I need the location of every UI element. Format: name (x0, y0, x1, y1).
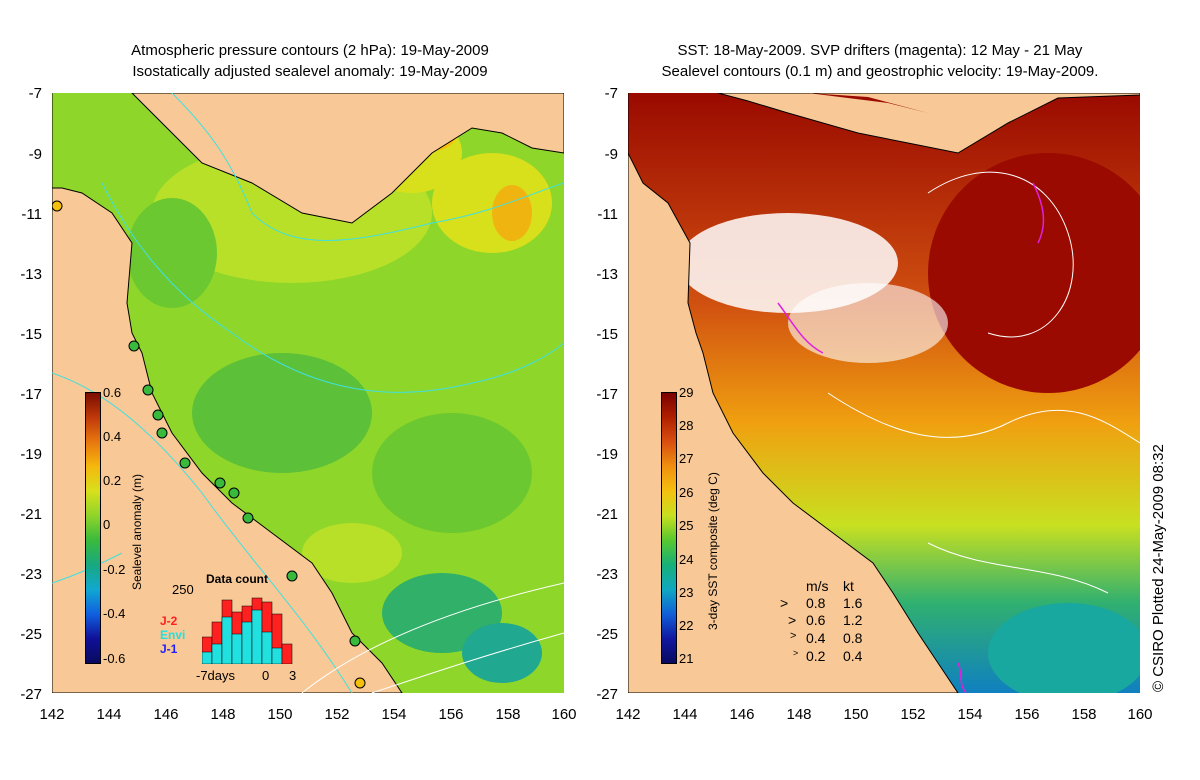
colorbar-tick: 23 (679, 585, 694, 600)
velocity-kt: 0.4 (843, 648, 863, 664)
x-tick: 154 (381, 706, 407, 723)
velocity-ms: 0.6 (806, 612, 826, 628)
velocity-ms: 0.2 (806, 648, 826, 664)
x-tick: 160 (1127, 706, 1153, 723)
y-tick: -11 (21, 206, 42, 223)
velocity-arrow-icon: > (788, 612, 797, 628)
right-title-line1: SST: 18-May-2009. SVP drifters (magenta)… (677, 42, 1083, 59)
sst-colorbar (661, 392, 677, 664)
y-tick: -7 (28, 85, 42, 102)
velocity-kt: 1.6 (843, 595, 863, 611)
x-tick: 148 (786, 706, 812, 723)
colorbar-tick: 0.2 (103, 473, 122, 488)
colorbar-tick: 22 (679, 618, 694, 633)
y-tick: -27 (20, 686, 42, 703)
velocity-arrow-icon: > (780, 595, 789, 611)
y-tick: -7 (604, 85, 618, 102)
y-tick: -21 (596, 506, 618, 523)
y-tick: -15 (596, 326, 618, 343)
y-tick: -11 (597, 206, 618, 223)
colorbar-tick: 0.6 (103, 385, 122, 400)
y-tick: -19 (20, 446, 42, 463)
x-tick: 156 (1014, 706, 1040, 723)
series-j2-label: J-2 (160, 614, 178, 628)
x-tick: 152 (324, 706, 350, 723)
x-tick: 144 (96, 706, 122, 723)
colorbar-tick: 28 (679, 418, 694, 433)
sst-map (628, 93, 1140, 693)
y-tick: -9 (604, 146, 618, 163)
y-tick: -13 (596, 266, 618, 283)
colorbar-label: 3-day SST composite (deg C) (706, 472, 720, 630)
right-title-line2: Sealevel contours (0.1 m) and geostrophi… (661, 63, 1099, 80)
x-tick: 144 (672, 706, 698, 723)
x-tick: 142 (615, 706, 641, 723)
y-tick: -21 (20, 506, 42, 523)
x-tick: 158 (1071, 706, 1097, 723)
y-tick: -25 (20, 626, 42, 643)
x-tick: 156 (438, 706, 464, 723)
velocity-arrow-icon: > (793, 648, 799, 658)
colorbar-tick: 27 (679, 451, 694, 466)
y-tick: -9 (28, 146, 42, 163)
colorbar-tick: 25 (679, 518, 694, 533)
sealevel-colorbar (85, 392, 101, 664)
y-tick: -15 (20, 326, 42, 343)
right-map-title: SST: 18-May-2009. SVP drifters (magenta)… (600, 40, 1160, 82)
x-tick: 160 (551, 706, 577, 723)
velocity-kt: 1.2 (843, 612, 863, 628)
left-map-title: Atmospheric pressure contours (2 hPa): 1… (50, 40, 570, 82)
x-tick: 158 (495, 706, 521, 723)
y-tick: -23 (596, 566, 618, 583)
colorbar-tick: 29 (679, 385, 694, 400)
velocity-ms: 0.8 (806, 595, 826, 611)
y-tick: -23 (20, 566, 42, 583)
colorbar-label: Sealevel anomaly (m) (130, 473, 144, 590)
colorbar-tick: 0.4 (103, 429, 122, 444)
velocity-kt: 0.8 (843, 630, 863, 646)
y-tick: -13 (20, 266, 42, 283)
x-tick: 150 (843, 706, 869, 723)
x-tick: 152 (900, 706, 926, 723)
credit-text: © CSIRO Plotted 24-May-2009 08:32 (1150, 444, 1167, 692)
left-title-line2: Isostatically adjusted sealevel anomaly:… (132, 63, 488, 80)
x-tick: 146 (729, 706, 755, 723)
y-tick: -27 (596, 686, 618, 703)
y-tick: -19 (596, 446, 618, 463)
data-count-bars (202, 597, 293, 664)
colorbar-tick: -0.4 (103, 606, 126, 621)
velocity-unit-kt: kt (843, 578, 854, 594)
velocity-arrow-icon: > (790, 630, 797, 642)
velocity-unit-ms: m/s (806, 578, 829, 594)
colorbar-tick: -0.2 (103, 562, 126, 577)
sealevel-anomaly-map (52, 93, 564, 693)
left-title-line1: Atmospheric pressure contours (2 hPa): 1… (131, 42, 489, 59)
y-tick: -17 (596, 386, 618, 403)
x-tick: 154 (957, 706, 983, 723)
data-count-title: Data count (206, 572, 269, 586)
series-j1-label: J-1 (160, 642, 178, 656)
colorbar-tick: -0.6 (103, 651, 126, 666)
x-tick: 142 (39, 706, 65, 723)
data-count-x-start: -7days (196, 668, 236, 683)
data-count-ymax: 250 (172, 582, 194, 597)
x-tick: 150 (267, 706, 293, 723)
colorbar-tick: 26 (679, 485, 694, 500)
data-count-x-end: 3 (289, 668, 297, 683)
x-tick: 148 (210, 706, 236, 723)
series-envi-label: Envi (160, 628, 186, 642)
colorbar-tick: 24 (679, 552, 694, 567)
y-tick: -25 (596, 626, 618, 643)
colorbar-tick: 0 (103, 517, 111, 532)
x-tick: 146 (153, 706, 179, 723)
velocity-ms: 0.4 (806, 630, 826, 646)
y-tick: -17 (20, 386, 42, 403)
colorbar-tick: 21 (679, 651, 694, 666)
data-count-x-zero: 0 (262, 668, 270, 683)
